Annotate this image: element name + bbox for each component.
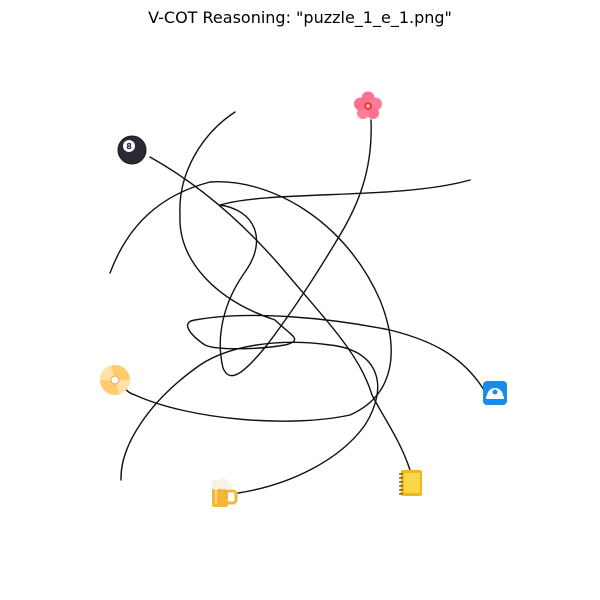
curve-8ball-to-notebook: [149, 156, 411, 471]
beer-mug-icon: [211, 478, 238, 507]
curve-left-to-disc: [109, 181, 392, 422]
optical-disc-icon: [99, 365, 131, 395]
hibiscus-flower-icon: [354, 91, 382, 119]
curve-top-to-helmet: [179, 111, 485, 391]
curve-beer-to-bottom-left: [120, 341, 379, 494]
svg-text:8: 8: [126, 142, 132, 151]
pool-8-ball-icon: 8: [117, 135, 147, 165]
curve-hibiscus-loop: [219, 119, 471, 377]
yellow-notebook-icon: [399, 470, 422, 496]
curves: [109, 111, 485, 494]
diagram-title: V-COT Reasoning: "puzzle_1_e_1.png": [148, 8, 452, 27]
helmet-app-icon: [483, 381, 507, 405]
